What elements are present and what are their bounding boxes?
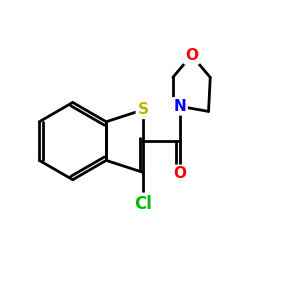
Text: Cl: Cl — [134, 195, 152, 213]
Text: N: N — [173, 99, 186, 114]
Text: S: S — [137, 102, 148, 117]
Text: O: O — [185, 48, 198, 63]
Text: O: O — [173, 167, 186, 182]
